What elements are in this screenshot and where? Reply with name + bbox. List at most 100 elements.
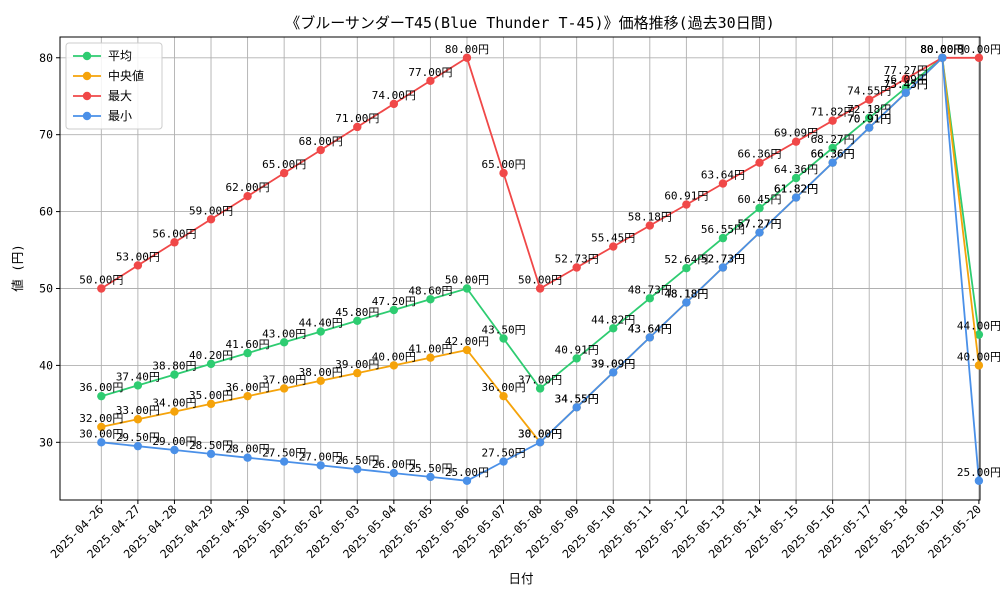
data-point [243,192,252,201]
series-3 [97,53,984,485]
data-point [974,361,984,370]
data-label: 60.45円 [737,193,781,206]
data-label: 36.00円 [79,381,123,394]
data-point [316,461,325,470]
data-point [791,173,801,183]
data-label: 45.80円 [335,306,379,319]
data-label: 48.18円 [664,287,708,300]
data-label: 33.00円 [116,404,160,417]
data-label: 41.00円 [408,343,452,356]
data-point [865,123,874,132]
data-point [426,76,435,86]
data-point [645,221,655,230]
data-point [901,74,910,83]
data-point [682,298,691,307]
data-label: 40.91円 [555,343,599,356]
data-point [682,200,691,209]
plot-area [59,36,981,501]
legend-item: 最小 [73,109,132,123]
data-point [535,284,545,293]
data-point [133,381,143,390]
data-point [535,438,545,447]
data-point [133,415,143,424]
y-tick-label: 40 [39,358,53,372]
data-label: 66.36円 [811,148,855,161]
data-point [170,370,179,379]
data-point [462,53,472,62]
data-label: 27.00円 [299,450,343,463]
data-point [718,233,728,243]
data-point [974,476,984,485]
data-point [974,53,984,62]
y-tick-label: 30 [39,435,53,449]
data-label: 40.00円 [957,350,1000,363]
data-point [499,457,508,466]
data-label: 66.36円 [811,148,855,161]
data-label: 77.27円 [884,64,928,77]
data-label: 42.00円 [445,335,489,348]
data-label: 72.18円 [847,103,891,116]
data-label: 55.45円 [591,232,635,245]
data-label: 36.00円 [481,381,525,394]
data-label: 56.55円 [701,223,745,236]
legend-label: 最大 [108,89,132,103]
data-label: 40.00円 [372,350,416,363]
data-label: 58.18円 [628,211,672,224]
data-point [426,353,435,362]
data-label: 34.55円 [555,392,599,405]
data-point [97,284,106,293]
data-label: 38.80円 [152,360,196,373]
data-point [170,407,179,416]
y-tick-label: 60 [39,205,53,219]
data-point [170,445,179,455]
data-label: 52.73円 [701,253,745,266]
legend-item: 最大 [73,89,132,103]
data-label: 52.73円 [555,253,599,266]
legend-swatch-marker [82,91,92,101]
data-label: 62.00円 [226,181,270,194]
data-label: 26.00円 [372,458,416,471]
data-point [243,348,252,358]
series-group [97,53,984,485]
data-label: 57.27円 [737,218,781,231]
legend-item: 平均 [73,49,132,63]
data-point [353,316,362,325]
data-label: 76.09円 [884,73,928,86]
data-label: 43.00円 [262,327,306,340]
data-label: 25.00円 [957,466,1000,479]
data-label: 75.45円 [884,78,928,91]
data-point [609,368,618,377]
data-label: 37.00円 [262,373,306,386]
data-point [499,391,508,401]
data-label: 57.27円 [737,218,781,231]
data-label: 34.00円 [152,397,196,410]
legend-swatch-marker [82,51,92,61]
data-point [499,168,508,178]
data-point [974,330,984,339]
data-point [279,457,289,466]
data-label: 36.00円 [226,381,270,394]
chart-title: 《ブルーサンダーT45(Blue Thunder T-45)》価格推移(過去30… [285,14,775,32]
data-point [97,422,106,432]
data-label: 64.36円 [774,163,818,176]
data-point [389,305,399,315]
data-point [755,228,764,237]
data-label: 29.00円 [152,435,196,448]
legend-item: 中央値 [73,68,144,83]
data-label: 27.50円 [481,447,525,460]
data-point [353,368,362,378]
data-label: 48.60円 [408,284,452,297]
data-point [462,345,472,355]
data-label: 69.09円 [774,127,818,140]
data-label: 50.00円 [445,273,489,286]
data-label: 39.09円 [591,357,635,370]
data-label: 80.00円 [920,43,964,56]
data-point [389,468,399,478]
data-label: 41.60円 [226,338,270,351]
data-point [791,193,801,202]
data-point [718,179,728,188]
data-point [243,453,252,462]
data-label: 37.40円 [116,370,160,383]
data-label: 77.00円 [408,66,452,79]
